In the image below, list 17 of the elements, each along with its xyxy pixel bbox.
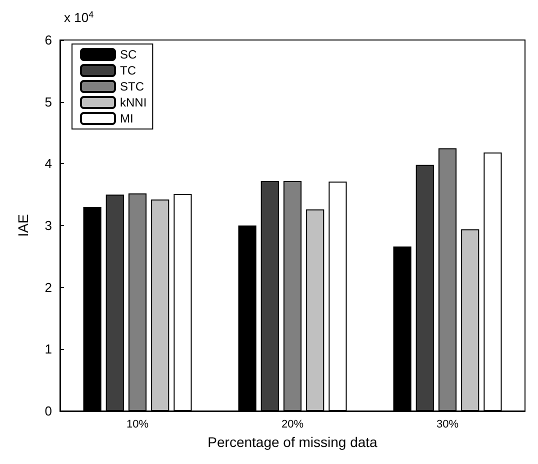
y-tick-label: 3: [44, 218, 52, 233]
x-tick-label: 30%: [436, 418, 459, 430]
y-tick-label: 2: [44, 280, 52, 295]
x-tick-label: 20%: [281, 418, 304, 430]
y-tick-label: 5: [44, 94, 52, 110]
y-tick-label: 6: [44, 32, 52, 48]
x-axis-title: Percentage of missing data: [208, 434, 378, 450]
y-tick-label: 4: [44, 156, 52, 172]
y-tick-label: 1: [44, 342, 52, 357]
y-tick-label: 0: [44, 404, 52, 418]
legend-label: MI: [120, 112, 134, 126]
legend-label: STC: [120, 80, 144, 94]
y-axis-title: IAE: [15, 214, 31, 237]
x-tick-label: 10%: [126, 418, 149, 430]
legend-label: TC: [120, 64, 136, 78]
legend-label: SC: [120, 48, 138, 62]
legend-label: kNNI: [120, 96, 147, 110]
